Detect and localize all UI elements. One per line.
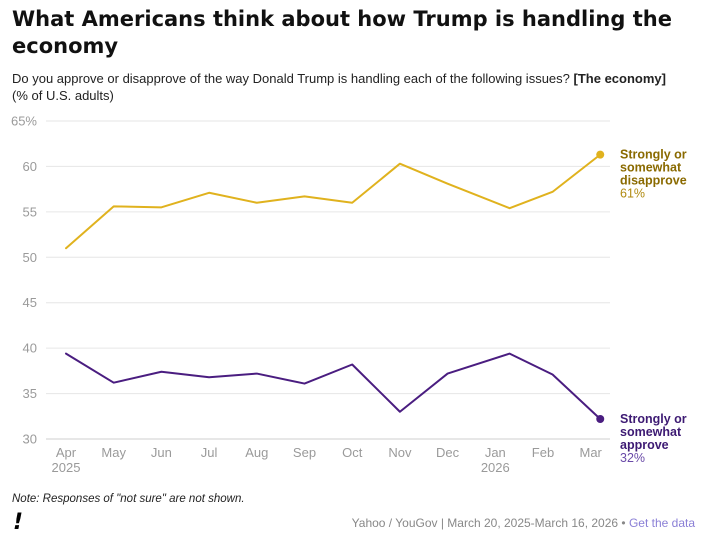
x-year-label: 2025 xyxy=(52,460,81,475)
brand-logo: ! xyxy=(13,510,24,535)
x-tick-label: Apr xyxy=(56,445,77,460)
series-line xyxy=(65,352,602,421)
chart-subtitle: Do you approve or disapprove of the way … xyxy=(12,71,702,87)
y-tick-label: 60 xyxy=(23,159,37,174)
y-tick-label: 40 xyxy=(23,341,37,356)
y-tick-label: 50 xyxy=(23,250,37,265)
y-tick-label: 65% xyxy=(11,114,37,129)
source-bullet: • xyxy=(621,516,626,530)
x-tick-label: Jun xyxy=(151,445,172,460)
unit-label: (% of U.S. adults) xyxy=(12,88,114,103)
x-tick-label: May xyxy=(101,445,126,460)
series-label: approve xyxy=(620,438,669,452)
x-tick-label: Jan xyxy=(485,445,506,460)
x-tick-label: Nov xyxy=(388,445,412,460)
y-tick-label: 30 xyxy=(23,432,37,447)
y-tick-label: 55 xyxy=(23,204,37,219)
x-tick-label: Mar xyxy=(580,445,603,460)
x-tick-label: Dec xyxy=(436,445,460,460)
subtitle-question: Do you approve or disapprove of the way … xyxy=(12,71,570,86)
line-chart: 65% 60 55 50 45 40 35 30 Apr May Jun Jul Aug Sep Oct No… xyxy=(11,114,687,476)
end-point-marker xyxy=(596,150,605,159)
chart-title: What Americans think about how Trump is … xyxy=(12,7,672,58)
series-label: somewhat xyxy=(620,425,682,439)
x-tick-label: Feb xyxy=(532,445,554,460)
x-tick-label: Jul xyxy=(201,445,218,460)
subtitle-topic: [The economy] xyxy=(573,71,666,86)
end-point-marker xyxy=(596,415,605,424)
series-end-value: 61% xyxy=(620,187,645,201)
series-label: Strongly or xyxy=(620,412,687,426)
series-label: somewhat xyxy=(620,161,682,175)
source-text: Yahoo / YouGov | March 20, 2025-March 16… xyxy=(351,516,619,530)
x-tick-label: Aug xyxy=(245,445,268,460)
series-end-value: 32% xyxy=(620,451,645,465)
footnote: Note: Responses of "not sure" are not sh… xyxy=(12,493,245,505)
y-tick-label: 45 xyxy=(23,295,37,310)
get-data-link[interactable]: Get the data xyxy=(628,516,695,530)
x-tick-label: Sep xyxy=(293,445,316,460)
y-tick-label: 35 xyxy=(23,386,37,401)
x-tick-label: Oct xyxy=(342,445,363,460)
series-label: disapprove xyxy=(620,174,687,188)
source-line: Yahoo / YouGov | March 20, 2025-March 16… xyxy=(352,516,695,530)
series-line xyxy=(65,153,602,250)
series-label: Strongly or xyxy=(620,148,687,162)
x-year-label: 2026 xyxy=(481,460,510,475)
